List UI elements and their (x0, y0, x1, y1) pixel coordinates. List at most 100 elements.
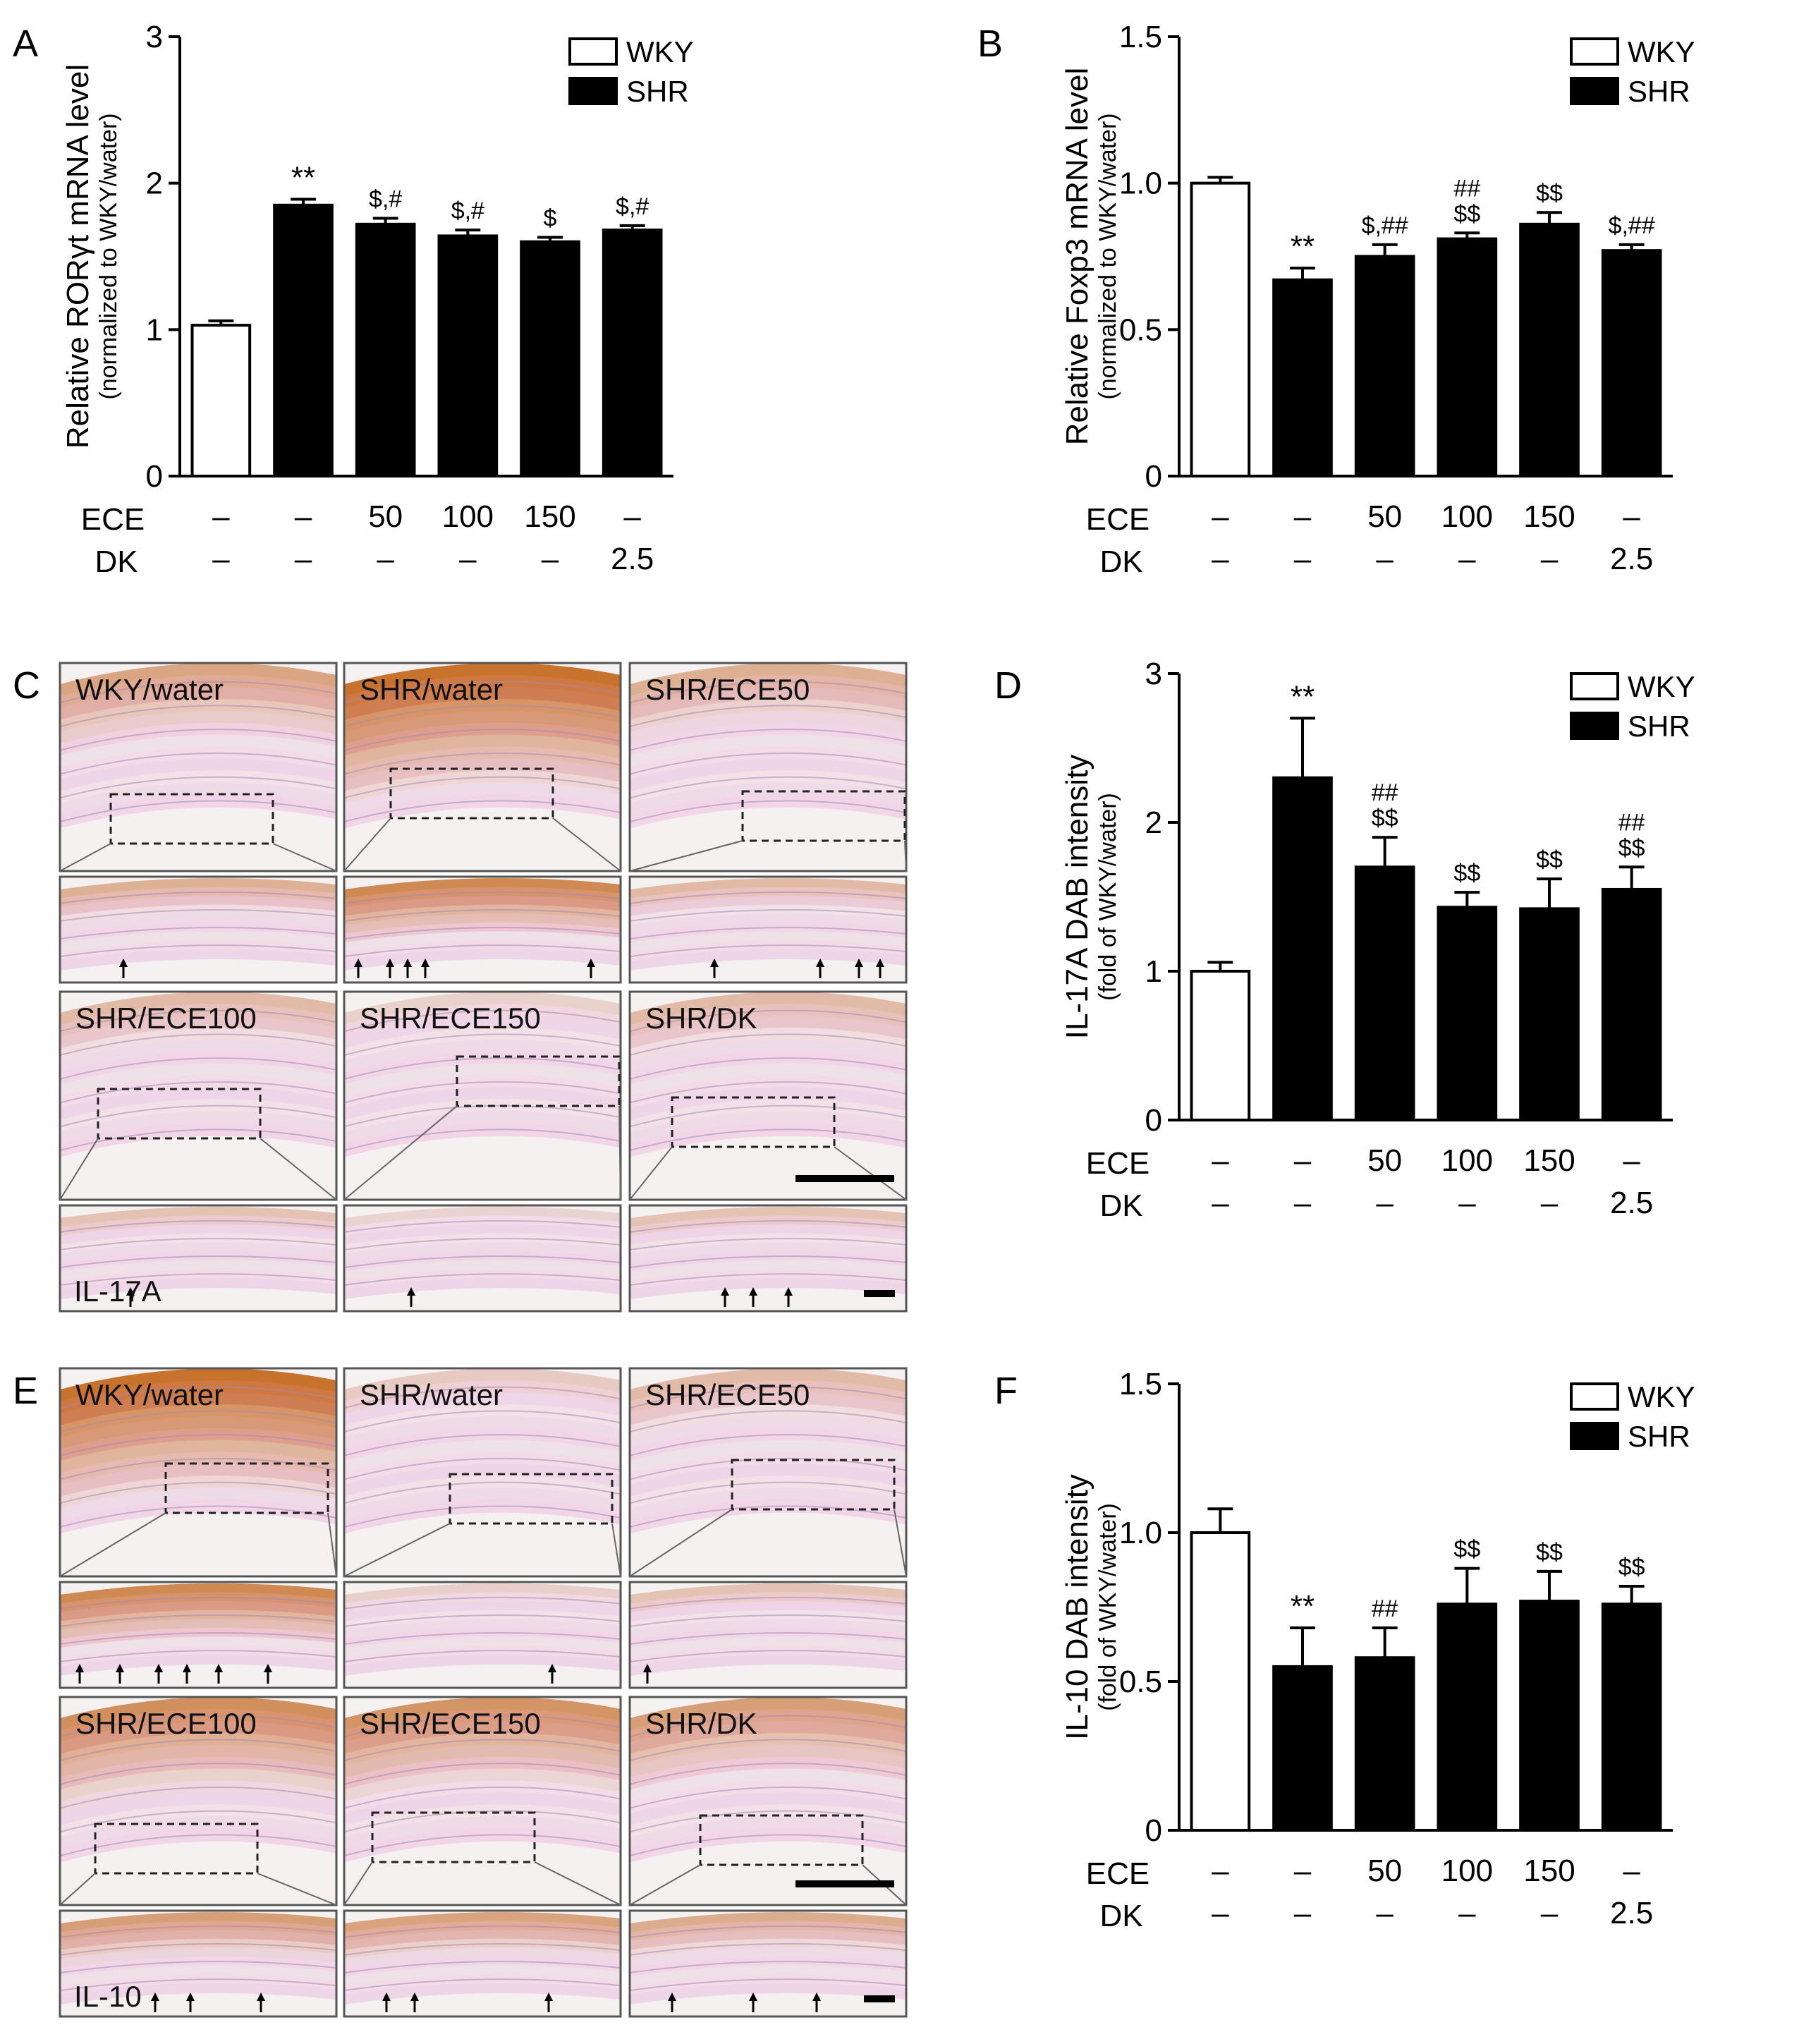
legend-swatch-wky (568, 37, 618, 66)
tissue-layer (630, 1215, 906, 1238)
arrow-head (354, 959, 362, 967)
bar-f-3 (1354, 1656, 1415, 1832)
nuclei-streak (629, 681, 907, 704)
nuclei-streak (343, 729, 621, 751)
roi-box (671, 1096, 836, 1148)
zoom-guide (618, 1105, 621, 1200)
tissue-layer (344, 663, 621, 698)
dk-dose-label: 2.5 (611, 542, 654, 576)
tissue-layer (60, 931, 336, 953)
micrograph-label: SHR/DK (645, 1707, 757, 1740)
tissue-layer (630, 1392, 906, 1427)
nuclei-streak (343, 1255, 621, 1269)
tissue-layer (630, 992, 906, 1026)
tissue-layer (344, 1697, 621, 1732)
ece-dose-label: – (1294, 1854, 1312, 1888)
tissue-layer (344, 1654, 621, 1676)
significance-label: ## (1453, 175, 1480, 202)
ece-dose-label: 150 (524, 499, 575, 534)
nuclei-streak (343, 705, 621, 728)
nuclei-streak (59, 1596, 337, 1610)
tissue-layer (630, 922, 906, 944)
nuclei-streak (343, 1386, 621, 1409)
nuclei-streak (343, 891, 621, 904)
tissue-layer (344, 922, 621, 944)
legend-label-shr: SHR (1628, 710, 1690, 743)
roi-box (741, 790, 906, 842)
nuclei-streak (343, 1650, 621, 1663)
arrow-head (668, 1993, 676, 2001)
ece-dose-label: – (1294, 499, 1312, 534)
y-tick-label: 3 (1145, 657, 1162, 691)
tissue-layer (344, 1260, 621, 1282)
dk-dose-label: – (1376, 542, 1394, 576)
tissue-layer (630, 710, 906, 746)
arrow-head (721, 1287, 729, 1296)
arrow-head (403, 959, 412, 967)
nuclei-streak (343, 1434, 621, 1456)
dk-dose-label: – (459, 542, 477, 576)
zoom-guide (834, 1146, 907, 1200)
significance-label: $$ (1536, 180, 1563, 207)
tissue-layer (344, 1224, 621, 1246)
tissue-layer (344, 1368, 621, 1403)
tissue-layer (344, 1592, 621, 1614)
nuclei-streak (343, 1925, 621, 1938)
bar-a-5 (520, 240, 580, 477)
y-axis-title: IL-10 DAB intensity (1060, 1474, 1094, 1740)
micro-frame (343, 1696, 622, 1906)
legend-label-wky: WKY (626, 35, 694, 68)
micrograph-label: WKY/water (75, 1378, 224, 1411)
tissue-layer (344, 1087, 621, 1121)
nuclei-streak (59, 1273, 337, 1286)
nuclei-streak (629, 1057, 907, 1080)
dk-dose-label: – (1458, 1186, 1476, 1220)
tissue-layer (344, 1440, 621, 1475)
tissue-layer (344, 1983, 621, 2005)
significance-label: $$ (1453, 200, 1480, 227)
y-axis-title: IL-17A DAB intensity (1060, 755, 1094, 1040)
tissue-layer (630, 1111, 906, 1145)
tissue-layer (630, 1947, 906, 1969)
tissue-layer (344, 992, 621, 1026)
tissue-layer (630, 1636, 906, 1658)
nuclei-streak (343, 800, 621, 823)
zoom-guide (629, 840, 743, 872)
ece-dose-label: – (1212, 499, 1229, 534)
tissue-layer (344, 782, 621, 817)
micro-frame (59, 662, 338, 872)
tissue-layer (630, 1965, 906, 1987)
dk-row-label: DK (1099, 545, 1142, 579)
bar-a-3 (355, 222, 416, 477)
bar-d-3 (1354, 865, 1415, 1122)
significance-label: $$ (1372, 805, 1398, 832)
tissue-layer (60, 687, 336, 722)
significance-label: $$ (1618, 1554, 1645, 1581)
nuclei-streak (59, 1033, 337, 1057)
ece-dose-label: 100 (1441, 499, 1493, 534)
nuclei-streak (59, 944, 337, 958)
nuclei-streak (343, 1715, 621, 1738)
panel-label-d: D (994, 664, 1022, 707)
zoom-guide (611, 1523, 621, 1577)
roi-box (164, 1462, 329, 1514)
legend-swatch-wky (1570, 37, 1619, 66)
y-axis-subtitle: (normalized to WKY/water) (95, 113, 122, 399)
zoom-guide (534, 1861, 621, 1906)
tissue-layer (344, 1215, 621, 1238)
tissue-layer (630, 1016, 906, 1050)
tissue-layer (60, 939, 336, 962)
significance-label: ** (291, 161, 315, 195)
y-tick-label: 0.5 (1119, 312, 1162, 347)
micrograph-grid-c: WKY/water SHR/water SHR/ECE50 SHR/ECE100 IL-… (59, 662, 908, 1313)
tissue-layer (60, 1583, 336, 1605)
zoom-guide (629, 1509, 733, 1577)
roi-box (389, 767, 554, 820)
nuclei-streak (629, 1481, 907, 1504)
nuclei-streak (59, 1410, 337, 1433)
tissue-layer (60, 1488, 336, 1522)
tissue-layer (630, 1792, 906, 1827)
tissue-layer (60, 1392, 336, 1427)
arrow-head (264, 1664, 272, 1672)
roi-box (731, 1459, 896, 1511)
